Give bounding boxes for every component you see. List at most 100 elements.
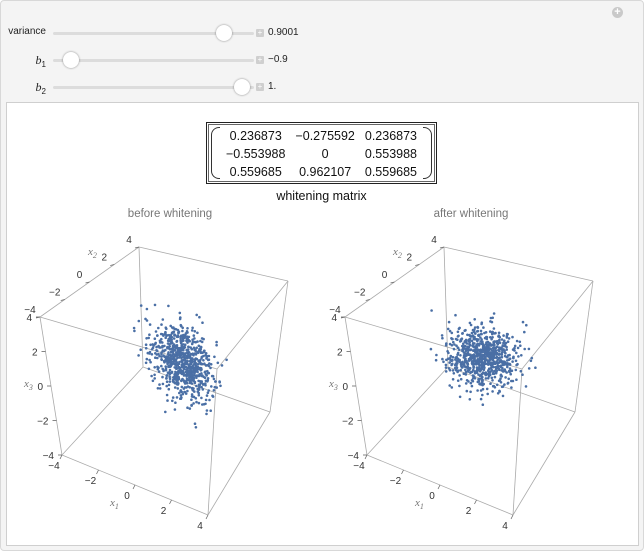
- data-point: [187, 364, 191, 367]
- data-point: [480, 367, 484, 371]
- data-point: [156, 356, 159, 360]
- slider-thumb[interactable]: [215, 25, 232, 41]
- data-point: [156, 387, 160, 390]
- data-point: [485, 343, 489, 346]
- x1-tick-label: 0: [124, 491, 130, 502]
- data-point: [189, 381, 192, 385]
- data-point: [473, 326, 477, 329]
- x2-tick: [365, 299, 370, 301]
- data-point: [158, 387, 162, 390]
- data-point: [472, 368, 475, 372]
- data-point: [462, 355, 466, 359]
- data-point: [218, 380, 221, 383]
- x1-tick: [96, 469, 99, 475]
- data-point: [149, 360, 152, 364]
- data-point: [519, 369, 523, 373]
- slider-b1[interactable]: b1 + −0.9: [0, 50, 320, 70]
- data-point: [191, 366, 194, 369]
- data-point: [207, 354, 211, 358]
- data-point: [174, 401, 177, 405]
- data-point: [168, 377, 172, 381]
- data-point: [481, 363, 484, 367]
- data-point: [503, 360, 506, 364]
- data-point: [177, 362, 181, 366]
- data-point: [173, 353, 177, 357]
- data-point: [157, 370, 161, 373]
- data-point: [486, 372, 490, 376]
- data-point: [469, 348, 472, 352]
- data-point: [480, 338, 483, 341]
- x2-tick: [134, 246, 140, 249]
- data-point: [186, 327, 189, 330]
- data-point: [453, 343, 456, 346]
- data-point: [182, 379, 186, 383]
- data-point: [458, 340, 462, 343]
- matrix-cell: 0.559685: [364, 165, 418, 179]
- data-point: [165, 380, 169, 384]
- x3-tick-label: 2: [32, 348, 38, 359]
- data-point: [179, 389, 183, 392]
- x1-tick-label: 4: [502, 521, 508, 532]
- data-point: [169, 354, 173, 358]
- slider-b2[interactable]: b2 + 1.: [0, 77, 320, 97]
- data-point: [450, 331, 454, 335]
- plot-title-after: after whitening: [433, 208, 509, 220]
- data-point: [183, 358, 187, 362]
- expand-plus-icon[interactable]: +: [256, 28, 264, 37]
- data-point: [195, 365, 199, 369]
- data-point: [171, 351, 175, 354]
- x3-tick-label: 0: [342, 382, 348, 393]
- expand-plus-icon[interactable]: +: [256, 82, 264, 91]
- data-point: [206, 371, 210, 375]
- data-point: [490, 364, 493, 368]
- data-point: [496, 364, 500, 368]
- x3-tick-label: −2: [342, 417, 354, 428]
- data-point: [504, 376, 507, 379]
- data-point: [505, 345, 508, 349]
- data-point: [160, 351, 163, 354]
- slider-track[interactable]: [53, 32, 254, 35]
- data-point: [185, 375, 188, 378]
- data-point: [193, 348, 196, 352]
- data-point: [175, 375, 179, 378]
- data-point: [459, 368, 463, 372]
- expand-plus-icon[interactable]: +: [256, 55, 264, 64]
- slider-track[interactable]: [53, 86, 254, 89]
- x2-tick: [390, 281, 395, 284]
- slider-thumb[interactable]: [233, 79, 250, 95]
- data-point: [473, 357, 476, 360]
- slider-track[interactable]: [53, 59, 254, 62]
- data-point: [476, 380, 480, 384]
- data-point: [503, 344, 507, 347]
- data-point: [471, 377, 475, 380]
- data-point: [481, 383, 484, 387]
- data-point: [190, 377, 194, 381]
- data-point: [168, 334, 172, 338]
- slider-thumb[interactable]: [63, 52, 80, 68]
- box-edge: [207, 368, 218, 516]
- data-point: [148, 323, 152, 326]
- data-point: [186, 406, 189, 410]
- matrix-row: −0.553988 0 0.553988: [221, 145, 422, 163]
- data-point: [171, 399, 174, 403]
- data-point: [447, 367, 451, 370]
- matrix-table: 0.236873 −0.275592 0.236873 −0.553988 0 0.55…: [221, 127, 422, 181]
- data-point: [180, 359, 183, 362]
- data-point: [149, 343, 152, 347]
- data-point: [468, 341, 472, 344]
- data-point: [181, 392, 185, 396]
- x1-tick-label: 2: [161, 506, 167, 517]
- data-point: [477, 373, 480, 376]
- data-point: [174, 358, 178, 362]
- data-point: [193, 359, 197, 363]
- slider-variance[interactable]: variance + 0.9001: [0, 23, 320, 43]
- data-point: [478, 382, 482, 385]
- x2-axis-label: x2: [87, 246, 97, 260]
- data-point: [183, 352, 187, 356]
- data-point: [163, 344, 166, 348]
- data-point: [525, 323, 528, 327]
- box-edge: [138, 246, 144, 368]
- data-point: [465, 360, 469, 364]
- options-plus-icon[interactable]: +: [612, 7, 623, 18]
